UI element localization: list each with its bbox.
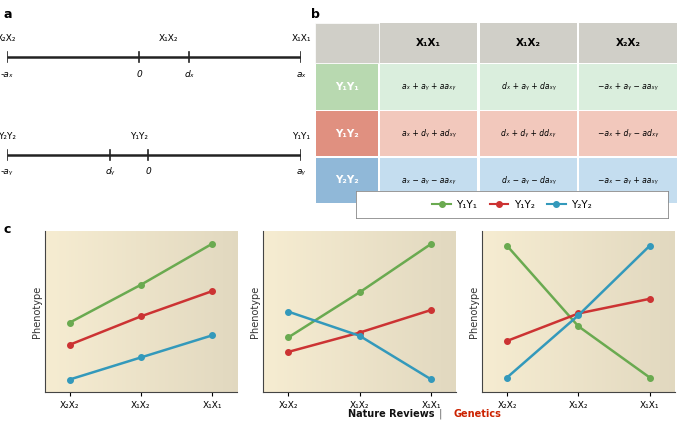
FancyBboxPatch shape [379,23,477,63]
Text: dₓ + aᵧ + daₓᵧ: dₓ + aᵧ + daₓᵧ [501,82,556,91]
Text: X₂X₂: X₂X₂ [616,38,640,48]
FancyBboxPatch shape [315,23,379,64]
Text: −aₓ − aᵧ + aaₓᵧ: −aₓ − aᵧ + aaₓᵧ [599,176,658,185]
Text: dₓ: dₓ [184,70,195,78]
Text: −aₓ + dᵧ − adₓᵧ: −aₓ + dᵧ − adₓᵧ [598,129,658,138]
Text: Y₁Y₂: Y₁Y₂ [130,132,149,141]
Text: 0: 0 [145,167,151,176]
FancyBboxPatch shape [479,23,577,63]
FancyBboxPatch shape [316,111,377,156]
Text: Genetics: Genetics [453,409,501,419]
Text: −aₓ + aᵧ − aaₓᵧ: −aₓ + aᵧ − aaₓᵧ [599,82,658,91]
FancyBboxPatch shape [580,23,677,63]
Text: dₓ − aᵧ − daₓᵧ: dₓ − aᵧ − daₓᵧ [501,176,556,185]
FancyBboxPatch shape [580,64,677,110]
Text: Y₁Y₁: Y₁Y₁ [335,82,359,92]
Text: X₁X₁: X₁X₁ [292,34,311,43]
Text: X₁X₂: X₁X₂ [516,38,541,48]
Text: Nature Reviews: Nature Reviews [349,409,435,419]
FancyBboxPatch shape [580,158,677,203]
FancyBboxPatch shape [316,64,377,110]
Text: a: a [4,8,12,22]
Y-axis label: Phenotype: Phenotype [32,285,42,338]
FancyBboxPatch shape [379,64,477,110]
Y-axis label: Phenotype: Phenotype [469,285,479,338]
FancyBboxPatch shape [379,158,477,203]
Text: Y₂Y₂: Y₂Y₂ [0,132,16,141]
Text: 0: 0 [136,70,142,78]
Text: aₓ + dᵧ + adₓᵧ: aₓ + dᵧ + adₓᵧ [401,129,456,138]
Text: aₓ − aᵧ − aaₓᵧ: aₓ − aᵧ − aaₓᵧ [402,176,455,185]
Text: X₂X₂: X₂X₂ [0,34,16,43]
FancyBboxPatch shape [379,111,477,156]
Text: Y₂Y₂: Y₂Y₂ [335,176,359,185]
Text: aᵧ: aᵧ [297,167,306,176]
Text: |: | [436,408,446,419]
Text: Y₁Y₁: Y₁Y₁ [292,132,310,141]
Text: aₓ + aᵧ + aaₓᵧ: aₓ + aᵧ + aaₓᵧ [402,82,455,91]
FancyBboxPatch shape [479,64,577,110]
Text: X₁X₁: X₁X₁ [416,38,441,48]
Text: b: b [312,8,321,22]
FancyBboxPatch shape [479,158,577,203]
FancyBboxPatch shape [580,111,677,156]
Text: -aᵧ: -aᵧ [1,167,13,176]
FancyBboxPatch shape [479,111,577,156]
Text: X₁X₂: X₁X₂ [159,34,179,43]
Y-axis label: Phenotype: Phenotype [251,285,260,338]
Text: -aₓ: -aₓ [1,70,13,78]
Legend: Y₁Y₁, Y₁Y₂, Y₂Y₂: Y₁Y₁, Y₁Y₂, Y₂Y₂ [432,200,592,209]
Text: aₓ: aₓ [297,70,306,78]
FancyBboxPatch shape [316,158,377,203]
Text: dᵧ: dᵧ [105,167,114,176]
Text: c: c [3,223,11,236]
Text: dₓ + dᵧ + ddₓᵧ: dₓ + dᵧ + ddₓᵧ [501,129,556,138]
Text: Y₁Y₂: Y₁Y₂ [335,128,359,139]
